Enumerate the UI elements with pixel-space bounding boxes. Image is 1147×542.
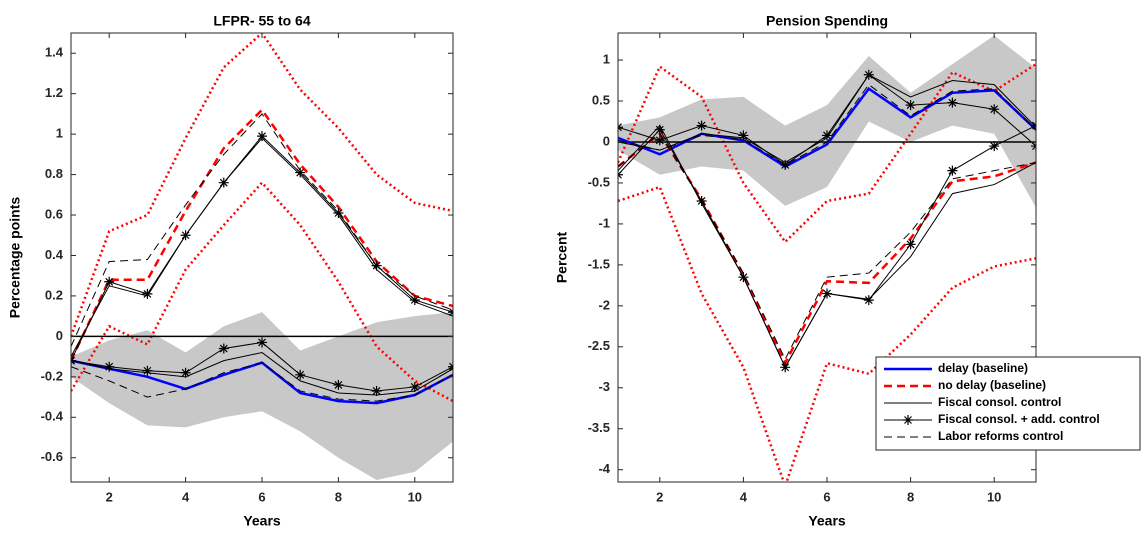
chart-title: Pension Spending [766,13,888,29]
point-marker [142,288,153,299]
point-marker [947,97,958,108]
x-tick-label: 10 [408,489,422,504]
y-tick-label: -0.2 [41,368,63,383]
point-marker [104,276,115,287]
point-marker [738,272,749,283]
y-tick-label: -0.6 [41,449,63,464]
x-tick-label: 4 [740,489,748,504]
x-tick-label: 10 [987,489,1001,504]
legend: delay (baseline) no delay (baseline) Fisca… [875,356,1141,451]
series-line [71,113,453,347]
x-tick-label: 8 [907,489,914,504]
point-marker [180,230,191,241]
y-tick-label: 1.2 [45,85,63,100]
series-line [71,352,453,396]
y-tick-label: -1 [598,215,610,230]
point-marker [142,365,153,376]
point-marker [905,100,916,111]
legend-label: Fiscal consol. control [938,395,1061,409]
point-marker [696,120,707,131]
y-tick-label: 0.4 [45,247,64,262]
point-marker [905,239,916,250]
y-tick-label: -3 [598,379,610,394]
point-marker [333,379,344,390]
point-marker [104,361,115,372]
y-tick-label: 0.2 [45,287,63,302]
y-tick-label: 1 [56,126,63,141]
legend-label: delay (baseline) [938,361,1028,375]
x-tick-label: 2 [656,489,663,504]
point-marker [409,294,420,305]
y-tick-label: 1.4 [45,45,64,60]
y-tick-label: -2.5 [588,338,610,353]
point-marker [822,130,832,141]
point-marker [257,337,267,348]
point-marker [218,343,229,354]
y-tick-label: -2 [598,297,610,312]
x-tick-label: 6 [823,489,830,504]
point-marker [654,135,665,146]
x-tick-label: 8 [335,489,342,504]
legend-label: Labor reforms control [938,429,1063,443]
y-tick-label: 0.6 [45,206,63,221]
point-marker [371,385,382,396]
y-axis-label: Percentage points [7,197,23,319]
x-axis-label: Years [808,513,846,529]
y-tick-label: 0 [56,328,63,343]
point-marker [409,381,420,392]
point-marker [822,288,832,299]
point-marker [295,167,306,178]
confidence-band [618,35,1036,208]
interval-line [618,185,1036,482]
point-marker [780,159,791,170]
point-marker [947,165,958,176]
y-axis-label: Percent [554,231,570,283]
series-line [71,362,453,402]
plot-area [618,35,1036,482]
x-tick-label: 4 [182,489,190,504]
legend-label: no delay (baseline) [938,378,1046,392]
y-tick-label: 0 [603,133,610,148]
chart-title: LFPR- 55 to 64 [213,13,310,29]
y-tick-label: 0.8 [45,166,63,181]
x-axis-label: Years [243,513,281,529]
legend-marker [903,415,913,425]
point-marker [863,69,874,80]
point-marker [218,177,229,188]
point-marker [989,141,1000,152]
y-tick-label: -1.5 [588,256,610,271]
point-marker [257,131,267,142]
point-marker [295,369,306,380]
point-marker [333,208,344,219]
point-marker [738,130,749,141]
y-tick-label: 0.5 [592,92,610,107]
point-marker [780,362,791,373]
y-tick-label: -0.4 [41,409,64,424]
legend-label: Fiscal consol. + add. control [938,412,1100,426]
confidence-band [71,312,453,480]
y-tick-label: 1 [603,51,610,66]
series-line [618,83,1036,166]
plot-area [71,33,453,480]
point-marker [863,295,874,306]
y-tick-label: -4 [598,461,610,476]
y-tick-label: -3.5 [588,420,610,435]
y-tick-label: -0.5 [588,174,610,189]
point-marker [989,104,1000,115]
point-marker [654,124,665,135]
series-line [618,133,1036,361]
x-tick-label: 2 [106,489,113,504]
point-marker [180,367,191,378]
x-tick-label: 6 [258,489,265,504]
